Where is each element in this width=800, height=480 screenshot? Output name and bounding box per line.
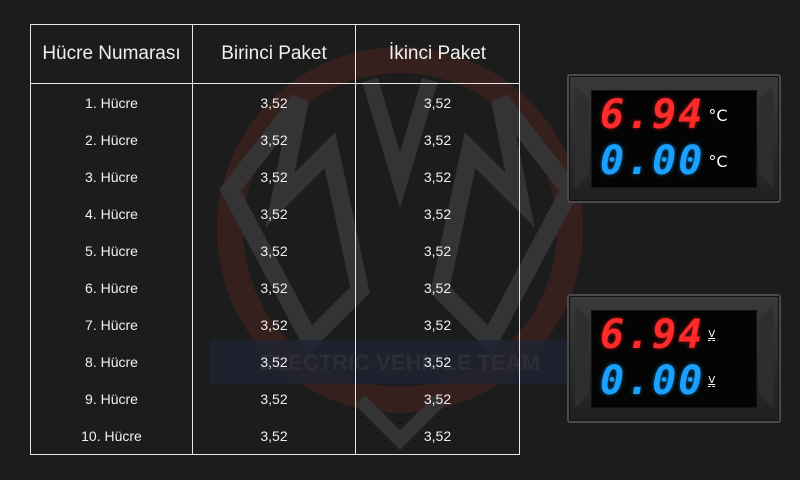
header-first-pack: Birinci Paket xyxy=(192,24,356,84)
second-pack-value: 3,52 xyxy=(355,121,520,158)
cell-number: 5. Hücre xyxy=(30,232,193,269)
header-cell-number: Hücre Numarası xyxy=(30,24,193,84)
cell-number: 2. Hücre xyxy=(30,121,193,158)
meter-row-top: 6.94 V xyxy=(600,312,716,358)
table-row: 4. Hücre 3,52 3,52 xyxy=(30,195,520,232)
table-row: 1. Hücre 3,52 3,52 xyxy=(30,83,520,121)
meter-top-value: 6.94 xyxy=(600,312,705,358)
cell-number: 7. Hücre xyxy=(30,306,193,343)
table-row: 9. Hücre 3,52 3,52 xyxy=(30,380,520,417)
second-pack-value: 3,52 xyxy=(355,195,520,232)
meter-bottom-unit: V xyxy=(708,374,716,387)
meter-row-bottom: 0.00 °C xyxy=(600,138,728,184)
voltage-meter: 6.94 V 0.00 V xyxy=(567,294,781,423)
first-pack-value: 3,52 xyxy=(192,417,356,455)
header-second-pack: İkinci Paket xyxy=(355,24,520,84)
meter-screen: 6.94 V 0.00 V xyxy=(591,310,757,408)
meter-top-value: 6.94 xyxy=(600,92,705,138)
meter-top-unit: V xyxy=(708,328,716,341)
first-pack-value: 3,52 xyxy=(192,343,356,380)
second-pack-value: 3,52 xyxy=(355,417,520,455)
cell-number: 6. Hücre xyxy=(30,269,193,306)
cell-number: 1. Hücre xyxy=(30,83,193,121)
table-body: 1. Hücre 3,52 3,52 2. Hücre 3,52 3,52 3. Hücre… xyxy=(30,83,520,455)
table-header-row: Hücre Numarası Birinci Paket İkinci Pake… xyxy=(30,24,520,84)
table-row: 8. Hücre 3,52 3,52 xyxy=(30,343,520,380)
meter-bevel-right xyxy=(759,306,773,408)
second-pack-value: 3,52 xyxy=(355,232,520,269)
meter-bottom-value: 0.00 xyxy=(600,358,705,404)
second-pack-value: 3,52 xyxy=(355,83,520,121)
meter-bevel-left xyxy=(575,306,589,408)
table-row: 7. Hücre 3,52 3,52 xyxy=(30,306,520,343)
meter-row-top: 6.94 °C xyxy=(600,92,728,138)
first-pack-value: 3,52 xyxy=(192,269,356,306)
second-pack-value: 3,52 xyxy=(355,158,520,195)
cell-number: 8. Hücre xyxy=(30,343,193,380)
cell-number: 4. Hücre xyxy=(30,195,193,232)
first-pack-value: 3,52 xyxy=(192,121,356,158)
cell-number: 3. Hücre xyxy=(30,158,193,195)
meter-bevel-right xyxy=(759,86,773,188)
first-pack-value: 3,52 xyxy=(192,158,356,195)
second-pack-value: 3,52 xyxy=(355,343,520,380)
cell-number: 10. Hücre xyxy=(30,417,193,455)
temperature-meter: 6.94 °C 0.00 °C xyxy=(567,74,781,203)
table-row: 5. Hücre 3,52 3,52 xyxy=(30,232,520,269)
cell-number: 9. Hücre xyxy=(30,380,193,417)
second-pack-value: 3,52 xyxy=(355,380,520,417)
meter-top-unit: °C xyxy=(708,105,728,125)
table-row: 10. Hücre 3,52 3,52 xyxy=(30,417,520,455)
meter-screen: 6.94 °C 0.00 °C xyxy=(591,90,757,188)
table-row: 2. Hücre 3,52 3,52 xyxy=(30,121,520,158)
table-row: 3. Hücre 3,52 3,52 xyxy=(30,158,520,195)
meter-row-bottom: 0.00 V xyxy=(600,358,716,404)
cell-voltage-table: Hücre Numarası Birinci Paket İkinci Pake… xyxy=(30,24,520,455)
first-pack-value: 3,52 xyxy=(192,380,356,417)
meter-bottom-value: 0.00 xyxy=(600,138,705,184)
first-pack-value: 3,52 xyxy=(192,83,356,121)
first-pack-value: 3,52 xyxy=(192,195,356,232)
meter-bevel-left xyxy=(575,86,589,188)
first-pack-value: 3,52 xyxy=(192,306,356,343)
second-pack-value: 3,52 xyxy=(355,269,520,306)
table-row: 6. Hücre 3,52 3,52 xyxy=(30,269,520,306)
first-pack-value: 3,52 xyxy=(192,232,356,269)
meter-bottom-unit: °C xyxy=(708,151,728,171)
second-pack-value: 3,52 xyxy=(355,306,520,343)
